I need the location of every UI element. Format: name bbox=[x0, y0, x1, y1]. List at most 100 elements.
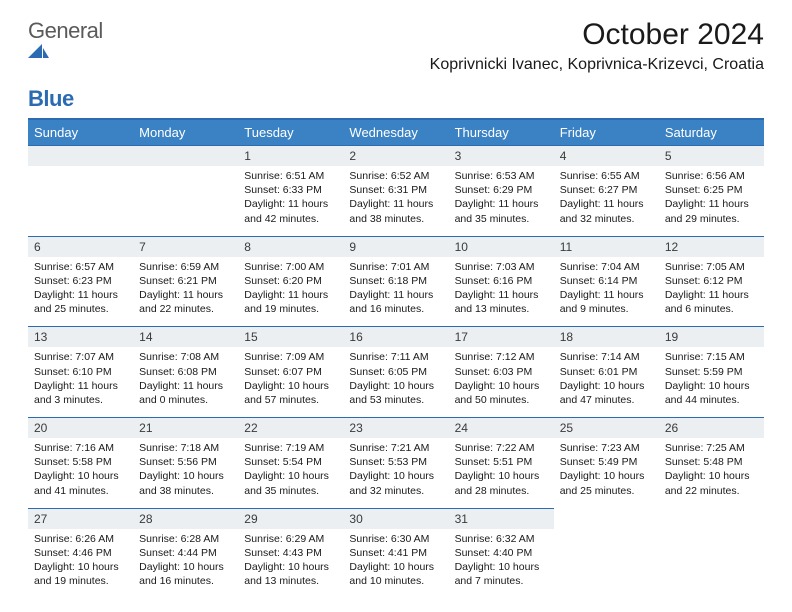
day-details: Sunrise: 7:22 AMSunset: 5:51 PMDaylight:… bbox=[449, 438, 554, 508]
sunset-text: Sunset: 6:20 PM bbox=[244, 274, 337, 288]
weekday-header: Friday bbox=[554, 119, 659, 145]
sunset-text: Sunset: 5:51 PM bbox=[455, 455, 548, 469]
sunset-text: Sunset: 6:16 PM bbox=[455, 274, 548, 288]
calendar-cell: 23Sunrise: 7:21 AMSunset: 5:53 PMDayligh… bbox=[343, 417, 448, 508]
day-number: 18 bbox=[554, 326, 659, 347]
calendar-cell: 17Sunrise: 7:12 AMSunset: 6:03 PMDayligh… bbox=[449, 326, 554, 417]
calendar-cell: 18Sunrise: 7:14 AMSunset: 6:01 PMDayligh… bbox=[554, 326, 659, 417]
calendar-cell: 12Sunrise: 7:05 AMSunset: 6:12 PMDayligh… bbox=[659, 236, 764, 327]
location-text: Koprivnicki Ivanec, Koprivnica-Krizevci,… bbox=[430, 56, 764, 74]
sunset-text: Sunset: 6:21 PM bbox=[139, 274, 232, 288]
day-number: 19 bbox=[659, 326, 764, 347]
calendar-cell: 27Sunrise: 6:26 AMSunset: 4:46 PMDayligh… bbox=[28, 508, 133, 599]
sunset-text: Sunset: 5:49 PM bbox=[560, 455, 653, 469]
daylight-text: Daylight: 11 hours and 38 minutes. bbox=[349, 197, 442, 225]
sunrise-text: Sunrise: 6:57 AM bbox=[34, 260, 127, 274]
day-details: Sunrise: 7:08 AMSunset: 6:08 PMDaylight:… bbox=[133, 347, 238, 417]
day-number: 3 bbox=[449, 145, 554, 166]
day-number: 11 bbox=[554, 236, 659, 257]
sunset-text: Sunset: 5:56 PM bbox=[139, 455, 232, 469]
calendar-cell bbox=[133, 145, 238, 236]
daylight-text: Daylight: 11 hours and 9 minutes. bbox=[560, 288, 653, 316]
logo-sail-icon bbox=[28, 44, 103, 60]
sunset-text: Sunset: 6:31 PM bbox=[349, 183, 442, 197]
sunrise-text: Sunrise: 7:05 AM bbox=[665, 260, 758, 274]
calendar-cell bbox=[554, 508, 659, 599]
sunset-text: Sunset: 6:10 PM bbox=[34, 365, 127, 379]
calendar-cell: 28Sunrise: 6:28 AMSunset: 4:44 PMDayligh… bbox=[133, 508, 238, 599]
sunset-text: Sunset: 6:27 PM bbox=[560, 183, 653, 197]
calendar-cell: 16Sunrise: 7:11 AMSunset: 6:05 PMDayligh… bbox=[343, 326, 448, 417]
calendar-week-row: 20Sunrise: 7:16 AMSunset: 5:58 PMDayligh… bbox=[28, 417, 764, 508]
sunrise-text: Sunrise: 7:16 AM bbox=[34, 441, 127, 455]
daylight-text: Daylight: 10 hours and 16 minutes. bbox=[139, 560, 232, 588]
sunrise-text: Sunrise: 7:12 AM bbox=[455, 350, 548, 364]
day-number: 27 bbox=[28, 508, 133, 529]
day-number: 1 bbox=[238, 145, 343, 166]
day-details: Sunrise: 7:15 AMSunset: 5:59 PMDaylight:… bbox=[659, 347, 764, 417]
day-details: Sunrise: 7:11 AMSunset: 6:05 PMDaylight:… bbox=[343, 347, 448, 417]
sunrise-text: Sunrise: 6:32 AM bbox=[455, 532, 548, 546]
weekday-header: Wednesday bbox=[343, 119, 448, 145]
daylight-text: Daylight: 11 hours and 25 minutes. bbox=[34, 288, 127, 316]
day-number: 21 bbox=[133, 417, 238, 438]
weekday-header: Tuesday bbox=[238, 119, 343, 145]
day-details: Sunrise: 7:07 AMSunset: 6:10 PMDaylight:… bbox=[28, 347, 133, 417]
day-details: Sunrise: 7:09 AMSunset: 6:07 PMDaylight:… bbox=[238, 347, 343, 417]
day-number: 9 bbox=[343, 236, 448, 257]
day-number: 25 bbox=[554, 417, 659, 438]
day-details: Sunrise: 6:57 AMSunset: 6:23 PMDaylight:… bbox=[28, 257, 133, 327]
day-number: 4 bbox=[554, 145, 659, 166]
sunrise-text: Sunrise: 7:21 AM bbox=[349, 441, 442, 455]
day-details: Sunrise: 7:03 AMSunset: 6:16 PMDaylight:… bbox=[449, 257, 554, 327]
daylight-text: Daylight: 10 hours and 41 minutes. bbox=[34, 469, 127, 497]
day-number: 17 bbox=[449, 326, 554, 347]
calendar-cell: 15Sunrise: 7:09 AMSunset: 6:07 PMDayligh… bbox=[238, 326, 343, 417]
weekday-header: Sunday bbox=[28, 119, 133, 145]
day-details: Sunrise: 7:04 AMSunset: 6:14 PMDaylight:… bbox=[554, 257, 659, 327]
sunset-text: Sunset: 6:23 PM bbox=[34, 274, 127, 288]
day-details: Sunrise: 7:01 AMSunset: 6:18 PMDaylight:… bbox=[343, 257, 448, 327]
day-details bbox=[133, 166, 238, 228]
sunrise-text: Sunrise: 7:23 AM bbox=[560, 441, 653, 455]
day-details bbox=[554, 529, 659, 591]
daylight-text: Daylight: 10 hours and 13 minutes. bbox=[244, 560, 337, 588]
sunrise-text: Sunrise: 7:09 AM bbox=[244, 350, 337, 364]
sunset-text: Sunset: 6:33 PM bbox=[244, 183, 337, 197]
sunset-text: Sunset: 6:29 PM bbox=[455, 183, 548, 197]
sunrise-text: Sunrise: 6:56 AM bbox=[665, 169, 758, 183]
day-number: 24 bbox=[449, 417, 554, 438]
calendar-cell: 9Sunrise: 7:01 AMSunset: 6:18 PMDaylight… bbox=[343, 236, 448, 327]
calendar-cell bbox=[28, 145, 133, 236]
day-number: 16 bbox=[343, 326, 448, 347]
sunrise-text: Sunrise: 7:07 AM bbox=[34, 350, 127, 364]
header: General Blue October 2024 Koprivnicki Iv… bbox=[28, 18, 764, 112]
sunrise-text: Sunrise: 6:55 AM bbox=[560, 169, 653, 183]
sunrise-text: Sunrise: 7:25 AM bbox=[665, 441, 758, 455]
sunrise-text: Sunrise: 7:19 AM bbox=[244, 441, 337, 455]
calendar-table: SundayMondayTuesdayWednesdayThursdayFrid… bbox=[28, 118, 764, 598]
daylight-text: Daylight: 11 hours and 6 minutes. bbox=[665, 288, 758, 316]
sunset-text: Sunset: 6:01 PM bbox=[560, 365, 653, 379]
day-details bbox=[659, 529, 764, 591]
sunrise-text: Sunrise: 7:01 AM bbox=[349, 260, 442, 274]
sunrise-text: Sunrise: 6:26 AM bbox=[34, 532, 127, 546]
sunset-text: Sunset: 5:54 PM bbox=[244, 455, 337, 469]
day-number bbox=[133, 145, 238, 166]
sunset-text: Sunset: 6:08 PM bbox=[139, 365, 232, 379]
day-number: 12 bbox=[659, 236, 764, 257]
sunrise-text: Sunrise: 7:04 AM bbox=[560, 260, 653, 274]
weekday-header: Monday bbox=[133, 119, 238, 145]
month-title: October 2024 bbox=[430, 18, 764, 52]
sunrise-text: Sunrise: 7:03 AM bbox=[455, 260, 548, 274]
calendar-cell: 20Sunrise: 7:16 AMSunset: 5:58 PMDayligh… bbox=[28, 417, 133, 508]
sunset-text: Sunset: 5:59 PM bbox=[665, 365, 758, 379]
day-details: Sunrise: 7:05 AMSunset: 6:12 PMDaylight:… bbox=[659, 257, 764, 327]
sunset-text: Sunset: 4:46 PM bbox=[34, 546, 127, 560]
sunrise-text: Sunrise: 7:11 AM bbox=[349, 350, 442, 364]
day-details: Sunrise: 7:18 AMSunset: 5:56 PMDaylight:… bbox=[133, 438, 238, 508]
weekday-header: Thursday bbox=[449, 119, 554, 145]
daylight-text: Daylight: 11 hours and 35 minutes. bbox=[455, 197, 548, 225]
day-details: Sunrise: 7:00 AMSunset: 6:20 PMDaylight:… bbox=[238, 257, 343, 327]
calendar-cell: 8Sunrise: 7:00 AMSunset: 6:20 PMDaylight… bbox=[238, 236, 343, 327]
